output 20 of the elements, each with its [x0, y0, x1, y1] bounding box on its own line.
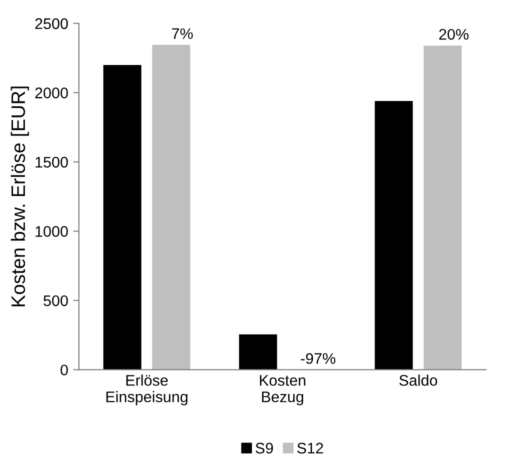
y-tick-label: 1000	[36, 226, 68, 237]
legend-label: S12	[297, 442, 323, 454]
bar	[424, 46, 462, 370]
bar	[374, 100, 413, 370]
y-tick-label: 2000	[35, 88, 68, 98]
y-tick-label: 0	[60, 364, 68, 376]
annotation: 20%	[439, 28, 469, 40]
y-tick-label: 1500	[36, 156, 68, 168]
y-axis-title: Kosten bzw. Erlöse [EUR]	[10, 86, 29, 306]
bar	[152, 44, 190, 370]
x-tick-label: Kosten Bezug	[260, 375, 306, 406]
annotation: 7%	[172, 28, 193, 40]
x-tick-label: Erlöse Einspeisung	[106, 374, 188, 406]
bar	[103, 64, 142, 370]
legend-label: S9	[256, 442, 273, 454]
x-tick-label: Saldo	[399, 374, 438, 386]
bar	[239, 334, 278, 370]
y-tick-label: 2500	[35, 18, 68, 30]
annotation: -97%	[300, 353, 336, 364]
y-tick-label: 500	[44, 295, 68, 306]
